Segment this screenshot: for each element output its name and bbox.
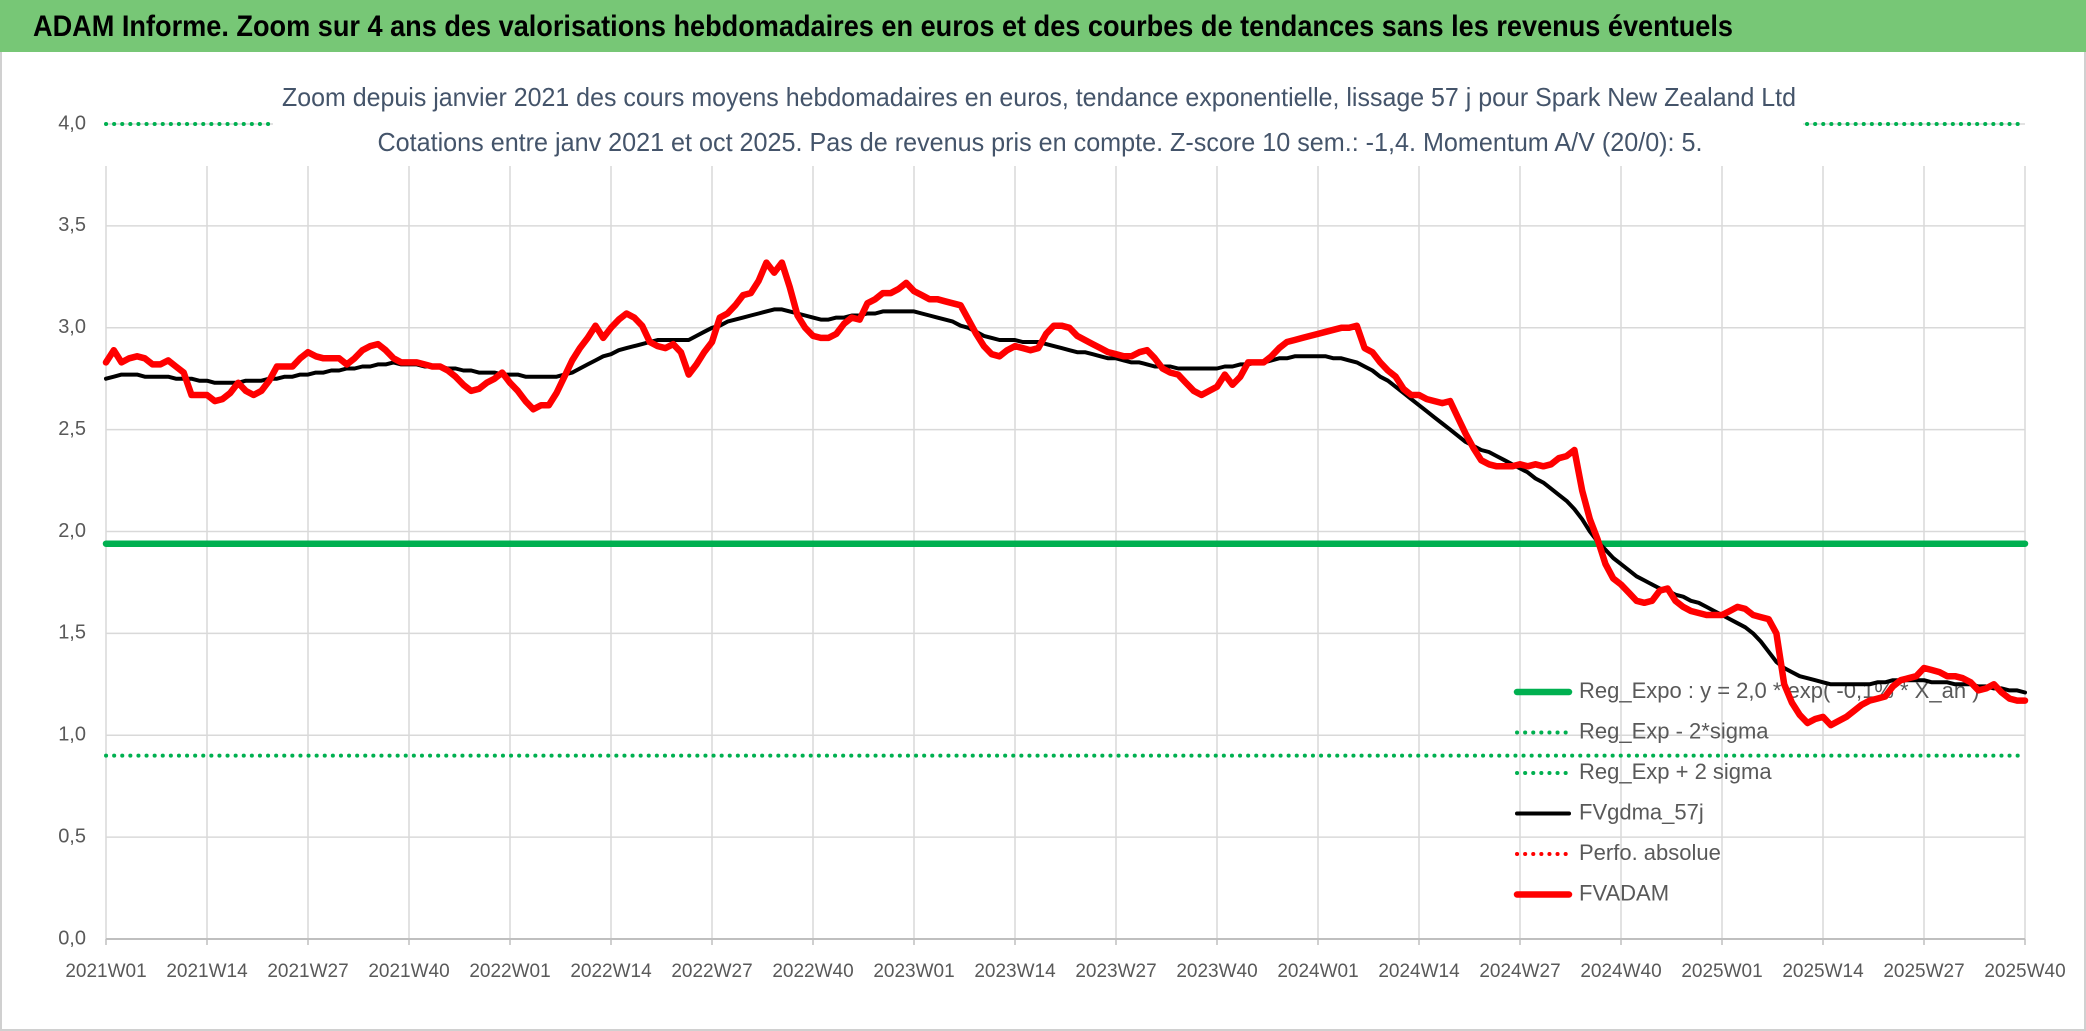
y-tick-label: 2,5 xyxy=(58,418,86,440)
x-tick-label: 2025W14 xyxy=(1782,961,1864,982)
x-tick-label: 2025W40 xyxy=(1984,961,2065,982)
y-tick-label: 3,5 xyxy=(58,214,86,236)
y-tick-label: 0,5 xyxy=(58,825,86,847)
header-bar xyxy=(0,0,2086,52)
x-tick-label: 2024W01 xyxy=(1277,961,1358,982)
legend-label: FVADAM xyxy=(1579,880,1669,905)
y-tick-label: 2,0 xyxy=(58,520,86,542)
x-tick-label: 2022W01 xyxy=(469,961,550,982)
chart-subtitle: Cotations entre janv 2021 et oct 2025. P… xyxy=(378,127,1703,157)
x-tick-label: 2021W40 xyxy=(368,961,449,982)
header-title: ADAM Informe. Zoom sur 4 ans des valoris… xyxy=(33,10,1733,43)
y-tick-label: 4,0 xyxy=(58,112,86,134)
x-tick-label: 2023W01 xyxy=(873,961,954,982)
x-tick-label: 2022W27 xyxy=(671,961,752,982)
y-tick-label: 0,0 xyxy=(58,927,86,949)
chart-title: Zoom depuis janvier 2021 des cours moyen… xyxy=(282,82,1796,112)
x-tick-label: 2024W27 xyxy=(1479,961,1560,982)
x-tick-label: 2024W14 xyxy=(1378,961,1460,982)
x-tick-label: 2022W40 xyxy=(772,961,853,982)
legend-label: FVgdma_57j xyxy=(1579,799,1704,824)
x-tick-label: 2021W14 xyxy=(166,961,248,982)
legend-label: Perfo. absolue xyxy=(1579,840,1721,865)
y-tick-label: 1,0 xyxy=(58,724,86,746)
x-tick-label: 2023W27 xyxy=(1075,961,1156,982)
plot-area: 0,0 0,5 1,0 1,5 2,0 2,5 3,0 3,5 4,0 2021W01 2021W1… xyxy=(58,112,2065,982)
title-background xyxy=(273,78,1803,166)
x-tick-label: 2023W40 xyxy=(1176,961,1257,982)
x-tick-label: 2021W27 xyxy=(267,961,348,982)
x-tick-label: 2024W40 xyxy=(1580,961,1661,982)
series-line xyxy=(102,259,2029,729)
x-tick-label: 2023W14 xyxy=(974,961,1056,982)
legend-label: Reg_Exp + 2 sigma xyxy=(1579,759,1772,784)
x-tick-label: 2025W27 xyxy=(1883,961,1964,982)
x-tick-label: 2025W01 xyxy=(1681,961,1762,982)
series-lines xyxy=(102,259,2029,758)
legend-label: Reg_Exp - 2*sigma xyxy=(1579,718,1769,743)
y-tick-label: 3,0 xyxy=(58,316,86,338)
x-tick-label: 2022W14 xyxy=(570,961,652,982)
x-tick-label: 2021W01 xyxy=(65,961,146,982)
y-tick-label: 1,5 xyxy=(58,622,86,644)
